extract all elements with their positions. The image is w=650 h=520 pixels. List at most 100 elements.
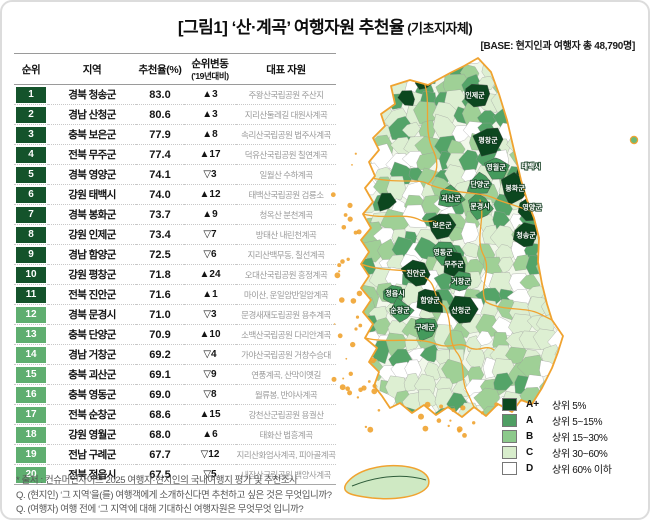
rank-cell: 19 <box>14 444 48 465</box>
rank-badge: 2 <box>16 106 46 123</box>
municipality-cell <box>493 58 513 81</box>
municipality-cell <box>361 349 369 370</box>
municipality-cell <box>528 68 546 84</box>
municipality-cell <box>361 140 363 159</box>
rank-change-cell: ▲10 <box>184 324 236 345</box>
region-cell: 전북 진안군 <box>48 284 136 305</box>
municipality-cell <box>401 58 420 65</box>
municipality-cell <box>553 58 563 67</box>
province-boundary <box>362 213 441 225</box>
rank-cell: 2 <box>14 104 48 125</box>
municipality-cell <box>476 330 493 346</box>
municipality-cell <box>412 61 438 84</box>
municipality-cell <box>525 170 545 187</box>
table-row: 6 강원 태백시 74.0 ▲12 태백산국립공원 검룡소 <box>14 184 336 205</box>
legend-grade: A+ <box>526 399 540 410</box>
table-row: 2 경남 산청군 80.6 ▲3 지리산둘레길 대원사계곡 <box>14 104 336 125</box>
table-row: 12 경북 문경시 71.0 ▽3 문경새재도립공원 용추계곡 <box>14 304 336 325</box>
resource-cell: 일월산 수하계곡 <box>236 164 336 185</box>
rate-cell: 69.0 <box>136 384 184 405</box>
map-region-label: 영월군 <box>486 163 506 172</box>
rate-cell: 74.1 <box>136 164 184 185</box>
island-dot <box>350 341 356 348</box>
region-cell: 경남 산청군 <box>48 104 136 125</box>
municipality-cell <box>361 79 362 95</box>
rank-badge: 17 <box>16 406 46 423</box>
region-cell: 충북 보은군 <box>48 124 136 145</box>
table-row: 14 경남 거창군 69.2 ▽4 가야산국립공원 거창수승대 <box>14 344 336 365</box>
island-dot <box>451 408 456 413</box>
resource-cell: 속리산국립공원 법주사계곡 <box>236 124 336 145</box>
table-row: 7 경북 봉화군 73.7 ▲9 청옥산 분천계곡 <box>14 204 336 225</box>
municipality-cell <box>557 377 563 396</box>
island-dot <box>346 257 350 261</box>
rate-cell: 69.2 <box>136 344 184 365</box>
municipality-cell <box>555 120 563 139</box>
rank-badge: 19 <box>16 446 46 463</box>
legend-range: 상위 5~15% <box>552 417 603 428</box>
table-row: 15 충북 괴산군 69.1 ▽9 연풍계곡, 산막이옛길 <box>14 364 336 385</box>
legend-row: A 상위 5~15% <box>502 414 612 428</box>
island-dot <box>449 419 452 422</box>
rank-change-cell: ▲1 <box>184 284 236 305</box>
municipality-cell <box>361 105 382 124</box>
map-region-label: 순창군 <box>390 306 410 315</box>
legend-grade: C <box>526 447 534 458</box>
rate-cell: 71.0 <box>136 304 184 325</box>
municipality-cell <box>556 163 563 183</box>
legend-swatch <box>502 398 517 411</box>
municipality-cell <box>345 110 360 127</box>
legend-swatch <box>502 462 517 475</box>
region-cell: 충북 괴산군 <box>48 364 136 385</box>
jeju-ridge-line <box>351 475 427 487</box>
municipality-cell <box>392 58 410 64</box>
island-dot <box>340 259 345 264</box>
region-cell: 강원 태백시 <box>48 184 136 205</box>
municipality-cell <box>548 183 563 206</box>
footnote-line: * 출처 : 컨슈머인사이트 2025 여행자·현지인의 국내여행지 평가 및 … <box>16 475 298 486</box>
rank-change-cell: ▲12 <box>184 184 236 205</box>
table-row: 4 전북 무주군 77.4 ▲17 덕유산국립공원 칠연계곡 <box>14 144 336 165</box>
resource-cell: 가야산국립공원 거창수승대 <box>236 344 336 365</box>
table-row: 5 경북 영양군 74.1 ▽3 일월산 수하계곡 <box>14 164 336 185</box>
rank-badge: 11 <box>16 286 46 303</box>
municipality-cell <box>419 344 441 363</box>
region-cell: 전북 순창군 <box>48 404 136 425</box>
province-boundary <box>423 81 438 185</box>
table-row: 9 경남 함양군 72.5 ▽6 지리산백무동, 칠선계곡 <box>14 244 336 265</box>
rank-cell: 1 <box>14 84 48 105</box>
municipality-cell <box>387 405 408 417</box>
island-dot <box>456 426 463 433</box>
legend-range: 상위 15~30% <box>552 433 608 444</box>
municipality-cell <box>551 108 563 130</box>
municipality-cell <box>361 328 370 352</box>
rank-change-cell: ▲8 <box>184 124 236 145</box>
rate-cell: 77.9 <box>136 124 184 145</box>
header-rate: 추천율(%) <box>136 53 184 85</box>
title-main: [그림1] ‘산·계곡’ 여행자원 추천율 <box>177 18 405 37</box>
rank-change-cell: ▽5 <box>184 464 236 485</box>
ranked-region-shape <box>464 83 491 108</box>
island-dot <box>447 424 450 428</box>
table-row: 17 전북 순창군 68.6 ▲15 강천산군립공원 용궐산 <box>14 404 336 425</box>
municipality-cell <box>525 255 546 275</box>
map-region-label: 평창군 <box>478 136 498 145</box>
table-header: 순위 지역 추천율(%) 순위변동 ('19년대비) 대표 자원 <box>14 53 336 85</box>
figure-title: [그림1] ‘산·계곡’ 여행자원 추천율 (기초지자체) <box>2 13 648 38</box>
region-cell: 경남 거창군 <box>48 344 136 365</box>
rank-cell: 18 <box>14 424 48 445</box>
map-region-label: 괴산군 <box>441 194 461 203</box>
municipality-cell <box>532 74 558 97</box>
resource-cell: 태백산국립공원 검룡소 <box>236 184 336 205</box>
resource-cell: 지리산화엄사계곡, 피아골계곡 <box>236 444 336 465</box>
municipality-cell <box>361 405 365 417</box>
rank-badge: 14 <box>16 346 46 363</box>
map-region-label: 영동군 <box>433 248 453 257</box>
island-dot <box>337 333 343 339</box>
header-resource: 대표 자원 <box>236 53 336 85</box>
map-region-label: 단양군 <box>470 180 490 189</box>
municipality-cell <box>407 347 426 362</box>
island-dot <box>343 213 348 217</box>
table-row: 1 경북 청송군 83.0 ▲3 주왕산국립공원 주산지 <box>14 84 336 105</box>
